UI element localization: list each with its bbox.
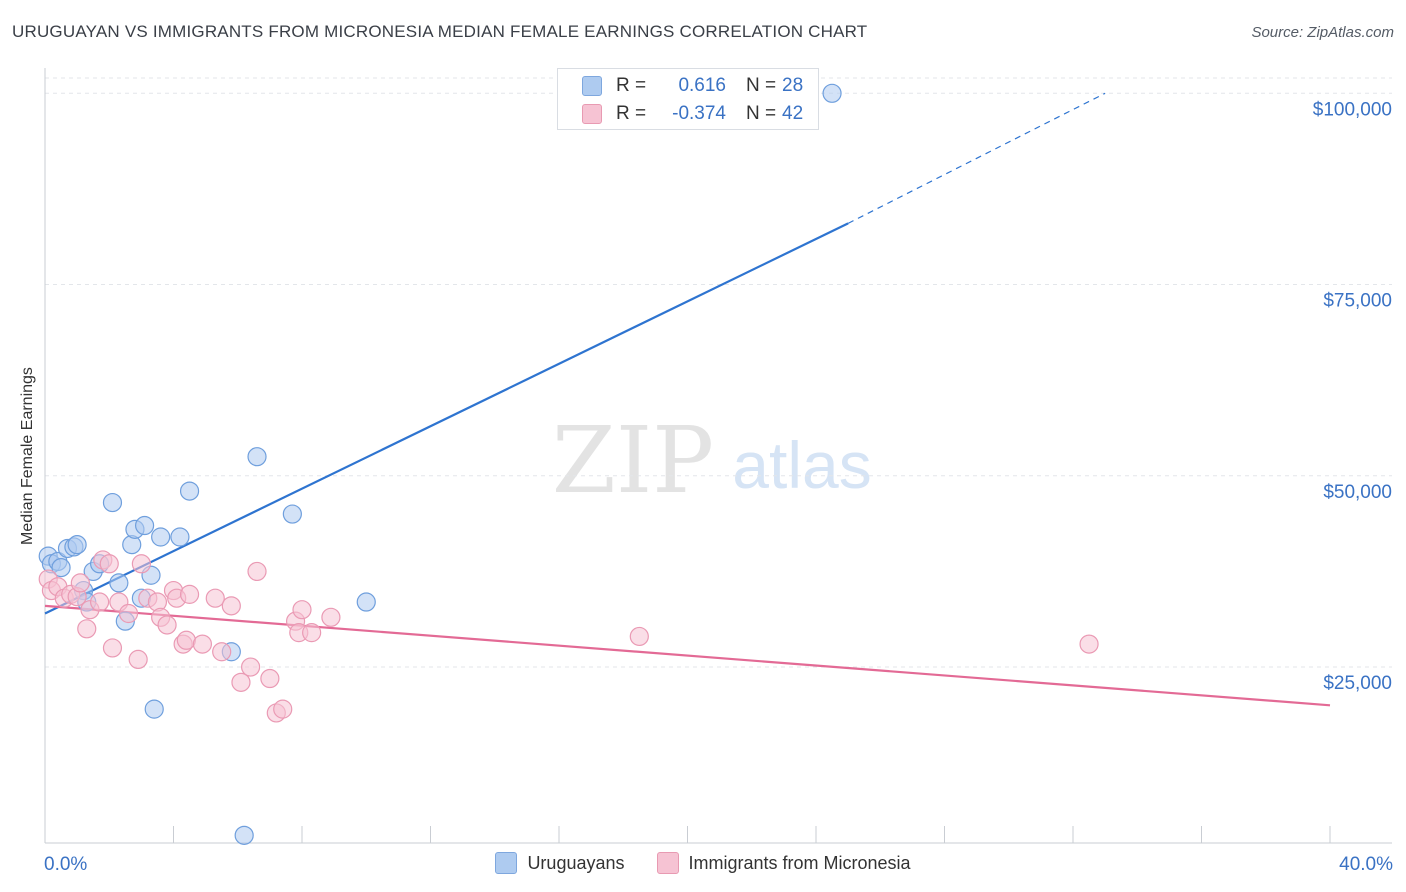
data-points xyxy=(38,83,1099,845)
point-micronesia xyxy=(179,584,200,604)
legend-label-uruguayans: Uruguayans xyxy=(527,852,625,873)
x-tick-label-min: 0.0% xyxy=(44,854,87,875)
point-micronesia xyxy=(260,668,280,689)
tick-labels: $25,000 $50,000 $75,000 $100,000 0.0% 40.0% xyxy=(44,99,1393,875)
y-tick-label: $50,000 xyxy=(1323,482,1392,503)
bottom-legend: Uruguayans Immigrants from Micronesia xyxy=(0,852,1406,874)
point-micronesia xyxy=(273,699,293,719)
point-uruguayans xyxy=(282,504,302,524)
point-micronesia xyxy=(1079,634,1099,654)
point-micronesia xyxy=(247,561,267,582)
legend-item-uruguayans: Uruguayans xyxy=(495,852,625,874)
point-micronesia xyxy=(302,623,322,643)
point-uruguayans xyxy=(179,481,200,501)
y-tick-label: $100,000 xyxy=(1313,99,1392,120)
point-micronesia xyxy=(231,672,251,692)
legend-label-micronesia: Immigrants from Micronesia xyxy=(688,852,911,873)
r-value: -0.374 xyxy=(672,103,726,124)
legend-swatch-micronesia xyxy=(656,852,679,874)
point-micronesia xyxy=(99,554,119,574)
source-label: Source: ZipAtlas.com xyxy=(1251,24,1394,41)
point-micronesia xyxy=(212,642,232,662)
point-uruguayans xyxy=(234,825,254,845)
stats-row-micronesia: R = -0.374 N = 42 xyxy=(558,100,803,128)
point-micronesia xyxy=(70,573,90,593)
point-micronesia xyxy=(157,615,177,635)
point-uruguayans xyxy=(151,527,171,547)
point-uruguayans xyxy=(109,573,129,593)
y-tick-label: $75,000 xyxy=(1323,291,1392,312)
legend-swatch-uruguayans xyxy=(495,852,518,874)
n-label: N = xyxy=(746,75,777,96)
point-uruguayans xyxy=(247,447,267,467)
point-uruguayans xyxy=(822,83,842,103)
point-micronesia xyxy=(102,638,123,658)
trend-line-uruguayans-extension xyxy=(847,92,1106,224)
point-uruguayans xyxy=(134,515,155,536)
trend-line-uruguayans xyxy=(44,222,849,615)
point-micronesia xyxy=(118,603,139,624)
point-uruguayans xyxy=(170,527,190,547)
n-value: 42 xyxy=(782,103,804,124)
n-label: N = xyxy=(746,103,777,124)
watermark: ZIP atlas xyxy=(552,407,872,514)
point-micronesia xyxy=(292,600,312,620)
watermark-zip: ZIP xyxy=(552,407,714,514)
n-value: 28 xyxy=(782,75,804,96)
x-tick-label-max: 40.0% xyxy=(1339,854,1393,875)
watermark-atlas: atlas xyxy=(732,428,871,502)
point-micronesia xyxy=(241,657,261,677)
point-micronesia xyxy=(77,619,97,639)
point-micronesia xyxy=(221,596,241,616)
stats-row-uruguayans: R = 0.616 N = 28 xyxy=(558,72,803,100)
axes xyxy=(44,68,1392,844)
point-micronesia xyxy=(90,592,110,612)
point-micronesia xyxy=(205,588,225,608)
chart-title: URUGUAYAN VS IMMIGRANTS FROM MICRONESIA … xyxy=(12,22,868,41)
point-micronesia xyxy=(128,649,148,670)
legend-item-micronesia: Immigrants from Micronesia xyxy=(656,852,911,874)
point-uruguayans xyxy=(144,699,164,719)
y-tick-label: $25,000 xyxy=(1323,673,1392,694)
r-value: 0.616 xyxy=(678,75,726,96)
point-micronesia xyxy=(192,634,213,654)
r-label: R = xyxy=(616,103,647,124)
point-uruguayans xyxy=(51,557,71,578)
gridlines xyxy=(45,77,1392,668)
r-label: R = xyxy=(616,75,647,96)
point-micronesia xyxy=(629,626,649,647)
point-uruguayans xyxy=(356,592,376,612)
stats-swatch-uruguayans xyxy=(582,76,602,96)
point-uruguayans xyxy=(102,492,123,513)
stats-swatch-micronesia xyxy=(582,104,602,124)
stats-legend: R = 0.616 N = 28 R = -0.374 N = 42 xyxy=(557,68,819,130)
point-micronesia xyxy=(321,607,341,627)
trend-lines xyxy=(44,92,1331,707)
point-micronesia xyxy=(131,554,151,574)
point-micronesia xyxy=(176,630,196,650)
point-uruguayans xyxy=(67,535,87,555)
trend-line-micronesia xyxy=(44,604,1331,707)
